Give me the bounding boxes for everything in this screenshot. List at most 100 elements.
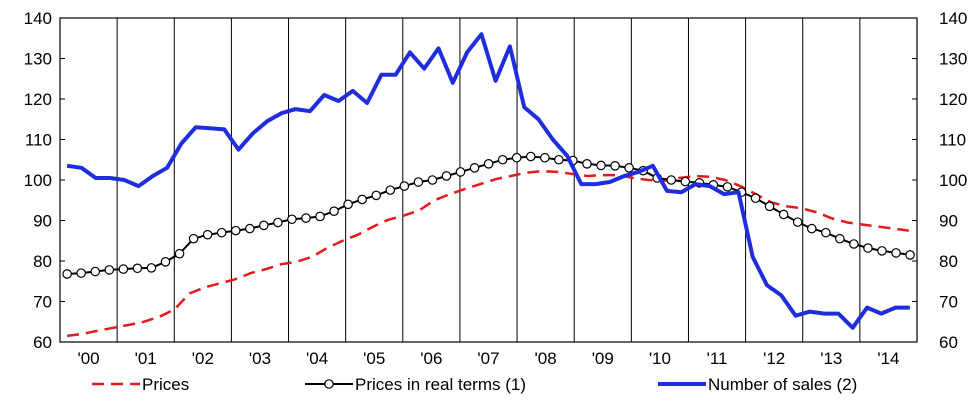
real-prices-point (624, 163, 634, 173)
y-tick-label-right: 90 (939, 212, 958, 231)
y-tick-label-left: 60 (33, 333, 52, 352)
x-tick-label: '10 (649, 349, 671, 368)
real-prices-point (329, 206, 339, 216)
real-prices-point (244, 223, 255, 234)
real-prices-point (610, 161, 620, 171)
x-tick-label: '01 (135, 349, 157, 368)
x-tick-label: '03 (249, 349, 271, 368)
series-real (62, 151, 915, 279)
x-tick-label: '06 (420, 349, 442, 368)
x-tick-label: '12 (763, 349, 785, 368)
real-prices-point (188, 233, 199, 244)
real-prices-point (315, 211, 325, 222)
y-tick-label-right: 120 (939, 90, 967, 109)
real-prices-point (455, 167, 466, 177)
y-tick-label-left: 70 (33, 293, 52, 312)
right-y-axis: 60 70 80 90 100 110 120 130 140 (912, 9, 967, 352)
real-prices-point (90, 266, 101, 277)
real-prices-point (525, 151, 536, 162)
real-prices-point (806, 223, 817, 234)
real-prices-point (273, 217, 283, 228)
real-prices-point (497, 154, 508, 165)
prices-line (66, 169, 909, 338)
legend: Prices Prices in real terms (1) Number of … (92, 375, 857, 394)
real-prices-point (357, 194, 367, 205)
real-prices-point (863, 243, 873, 253)
real-prices-point (820, 227, 831, 238)
x-tick-label: '04 (306, 349, 328, 368)
real-prices-point (483, 159, 494, 169)
real-prices-point (202, 229, 213, 240)
y-tick-label-left: 120 (24, 90, 52, 109)
real-prices-point (413, 177, 424, 187)
x-tick-label: '02 (192, 349, 214, 368)
real-prices-point (343, 199, 353, 210)
y-tick-label-left: 100 (24, 171, 52, 190)
legend-label-sales: Number of sales (2) (708, 375, 857, 394)
plot-area (60, 18, 917, 342)
x-tick-label: '13 (820, 349, 842, 368)
x-tick-label: '11 (707, 349, 728, 368)
real-prices-point (877, 246, 887, 256)
real-prices-point (540, 152, 550, 163)
x-tick-label: '05 (363, 349, 385, 368)
y-tick-label-left: 80 (33, 252, 52, 271)
real-prices-point (554, 154, 564, 165)
plot-border (59, 17, 918, 343)
x-tick-label: '07 (477, 349, 499, 368)
y-tick-label-right: 80 (939, 252, 958, 271)
series-layer (62, 32, 915, 338)
x-tick-label: '14 (877, 349, 899, 368)
real-prices-point (596, 160, 606, 171)
real-prices-point (849, 239, 859, 249)
x-tick-label: '08 (535, 349, 557, 368)
y-tick-label-right: 100 (939, 171, 967, 190)
left-y-axis: 60 70 80 90 100 110 120 130 140 (24, 9, 65, 352)
real-prices-point (680, 176, 691, 187)
real-prices-point (216, 227, 227, 238)
y-tick-label-right: 140 (939, 9, 967, 28)
real-prices-point (582, 159, 592, 169)
real-prices-point (230, 225, 241, 236)
x-axis: '00 '01 '02 '03 '04 '05 '06 '07 '08 '09 '10 '11 '12 '… (77, 349, 899, 368)
legend-label-prices: Prices (142, 375, 189, 394)
real-prices-point (427, 175, 438, 185)
legend-item-sales: Number of sales (2) (658, 375, 857, 394)
real-prices-point (118, 264, 129, 274)
y-tick-label-right: 110 (939, 131, 966, 150)
real-prices-point (722, 182, 733, 192)
series-sales (66, 32, 910, 330)
real-prices-point (62, 269, 72, 279)
sales-line (66, 32, 910, 330)
legend-marker-real (324, 379, 334, 389)
y-tick-label-left: 110 (25, 131, 52, 150)
real-prices-point (778, 209, 789, 220)
legend-item-real: Prices in real terms (1) (305, 375, 526, 394)
y-tick-label-right: 60 (939, 333, 958, 352)
real-prices-point (891, 248, 901, 258)
y-tick-label-right: 70 (939, 293, 958, 312)
real-prices-point (104, 265, 115, 275)
real-prices-point (750, 193, 761, 204)
x-tick-label: '00 (77, 349, 99, 368)
y-tick-label-right: 130 (939, 50, 967, 69)
real-prices-point (132, 263, 143, 274)
plot-frame-group (60, 18, 917, 342)
real-prices-point (441, 171, 452, 181)
real-prices-point (287, 214, 297, 225)
legend-label-real: Prices in real terms (1) (355, 375, 526, 394)
real-prices-point (160, 257, 171, 267)
real-prices-point (174, 248, 185, 259)
real-prices-point (792, 217, 803, 227)
real-prices-point (399, 181, 410, 191)
real-prices-point (511, 152, 522, 163)
year-gridlines (116, 18, 861, 342)
real-prices-point (469, 163, 480, 173)
series-prices (66, 169, 909, 338)
legend-item-prices: Prices (92, 375, 189, 394)
y-tick-label-left: 90 (33, 212, 52, 231)
real-prices-point (764, 201, 775, 212)
x-tick-label: '09 (592, 349, 614, 368)
real-prices-point (301, 213, 311, 223)
